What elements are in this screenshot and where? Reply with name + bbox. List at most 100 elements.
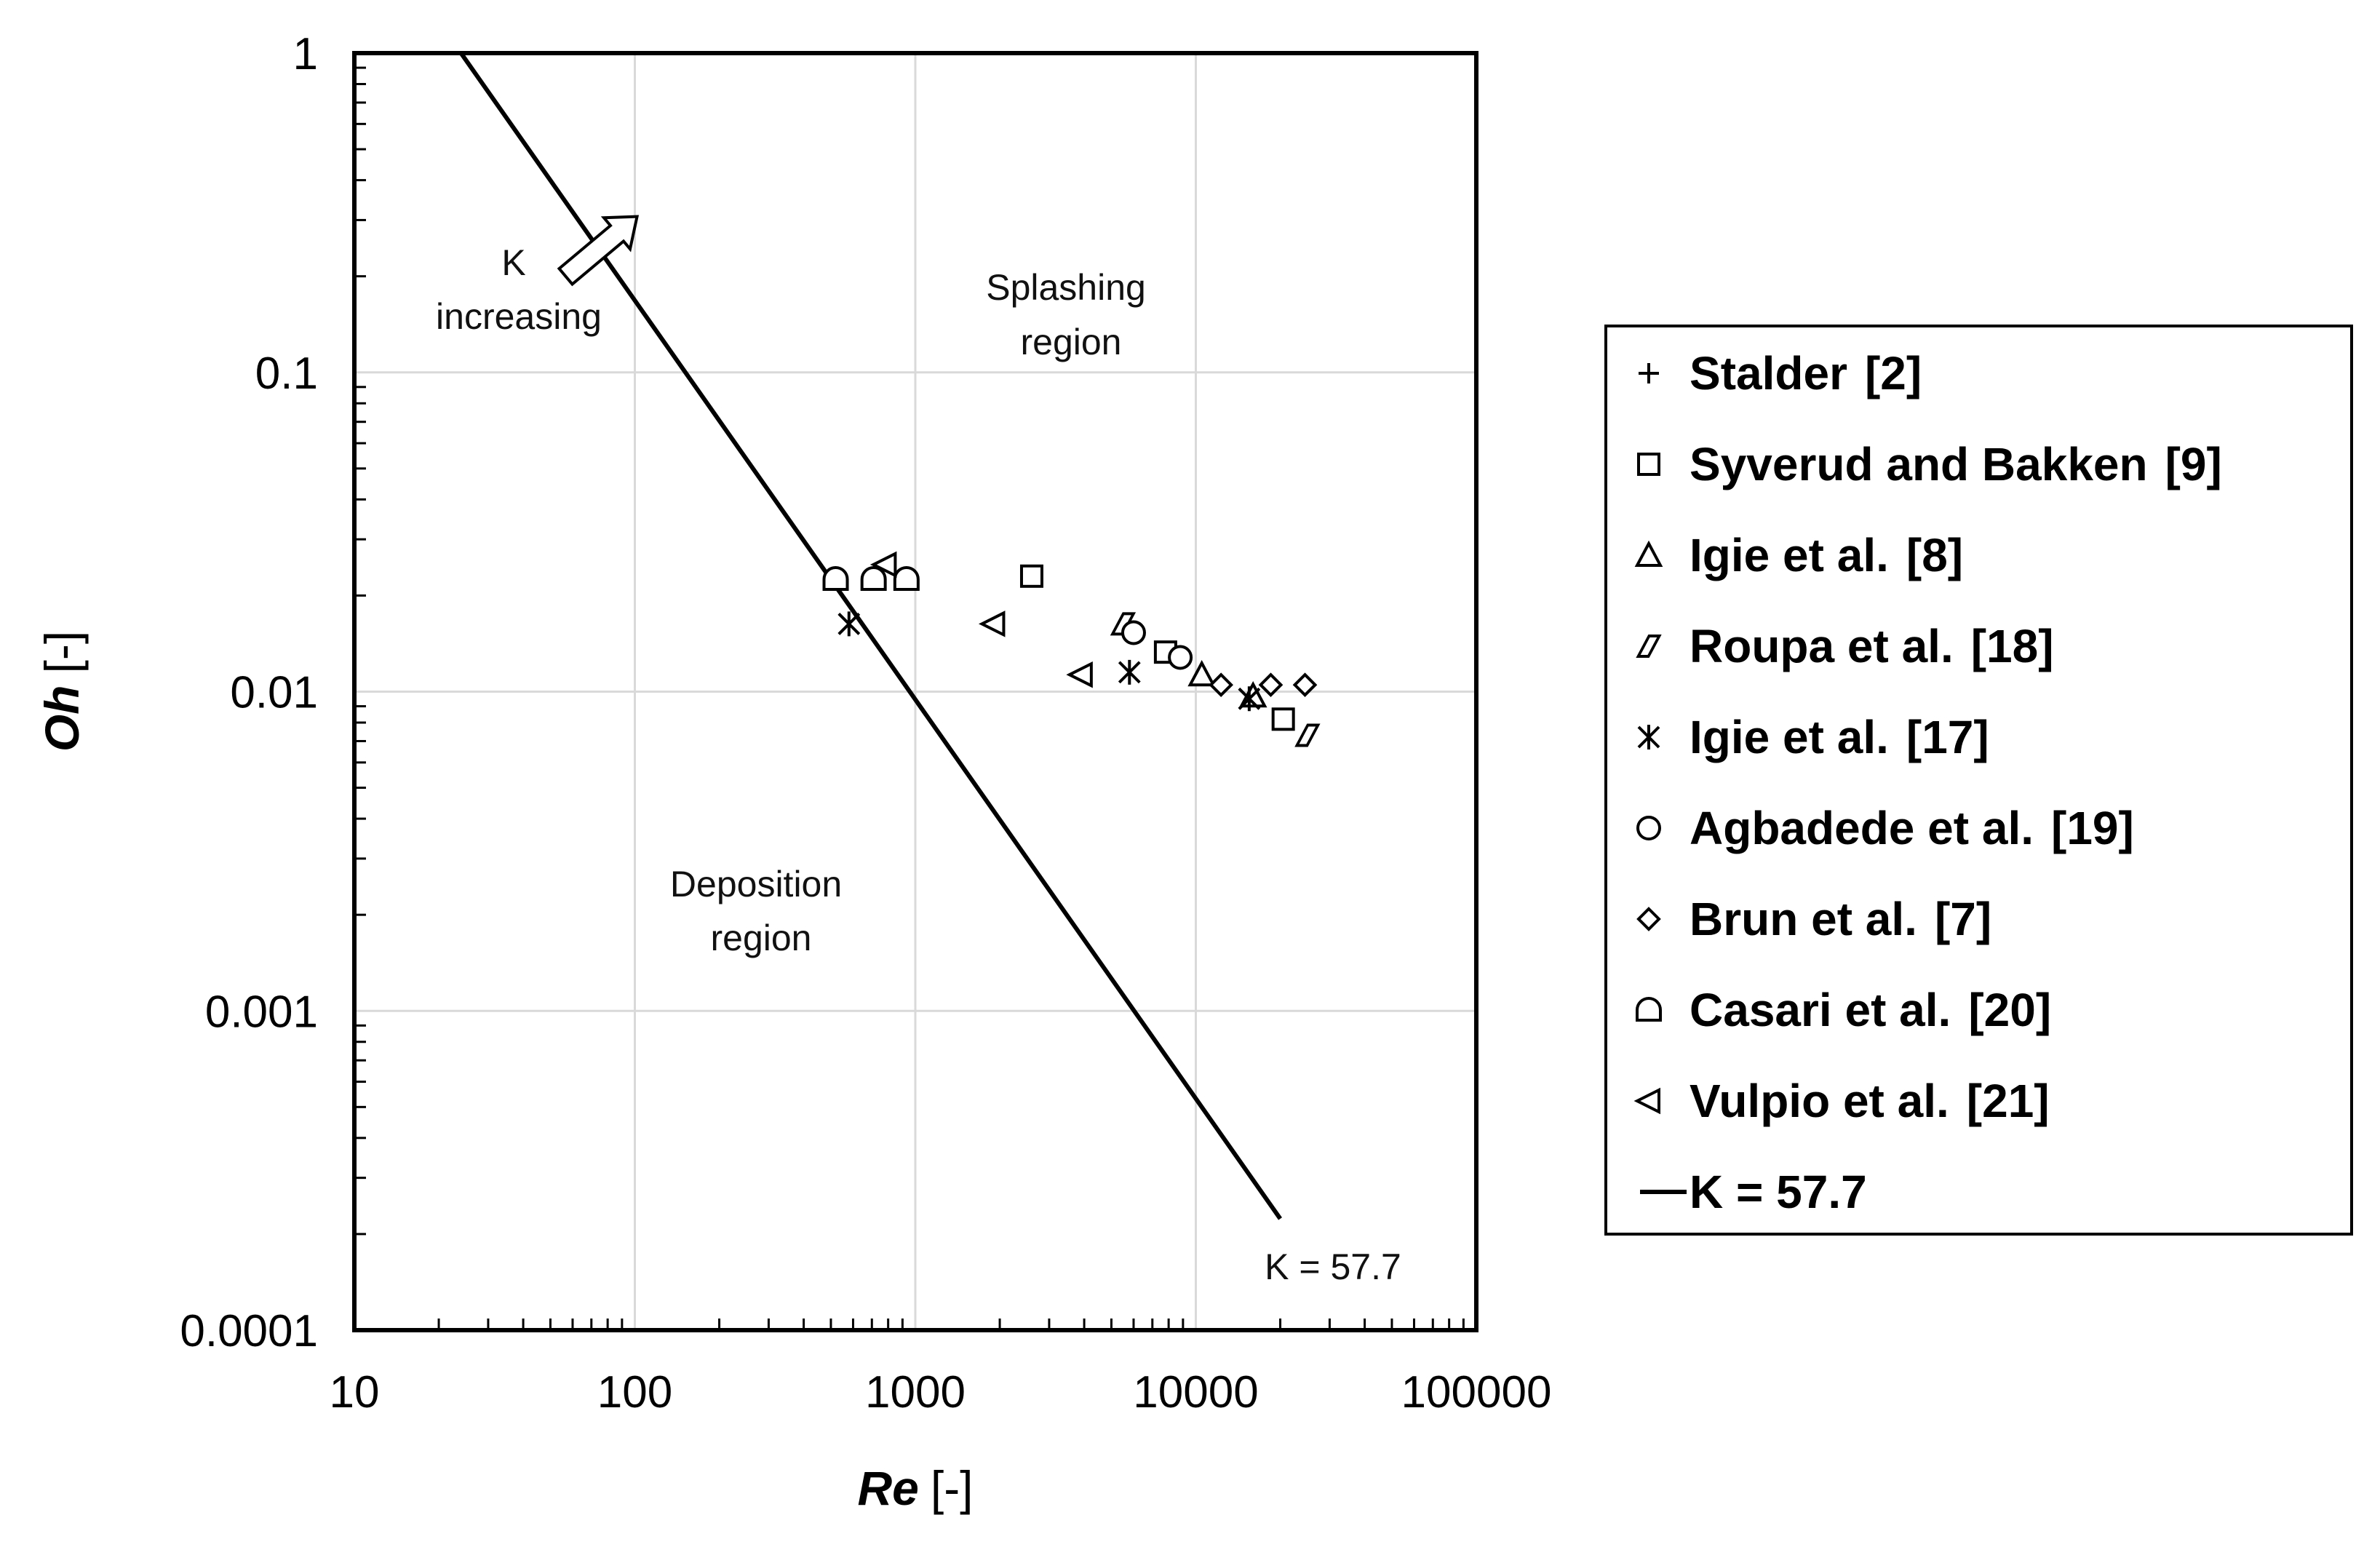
legend-series-ref: [2]: [1865, 347, 1922, 399]
legend-label: Stalder [2]: [1690, 347, 1922, 399]
legend-marker-circle-icon: [1636, 816, 1661, 840]
x-tick-label: 10: [330, 1367, 380, 1417]
legend-item: Roupa et al. [18]: [1636, 620, 2054, 672]
legend-label: Roupa et al. [18]: [1690, 620, 2054, 672]
legend-series-name: Agbadede et al.: [1690, 802, 2034, 854]
legend-series-ref: [9]: [2165, 438, 2222, 490]
legend-label: Igie et al. [8]: [1690, 529, 1963, 581]
deposition-line1: Deposition: [670, 864, 842, 904]
legend-series-ref: [8]: [1906, 529, 1963, 581]
legend-label: K = 57.7: [1690, 1166, 1867, 1218]
legend-marker-triangle-icon: [1634, 540, 1663, 567]
data-point-parallelogram: [1110, 612, 1137, 636]
threshold-line-label: K = 57.7: [1265, 1246, 1401, 1287]
splashing-region-label: Splashing region: [986, 267, 1156, 362]
x-tick-label: 100: [597, 1367, 672, 1417]
threshold-line: [459, 52, 1283, 1220]
y-tick-label: 0.0001: [180, 1306, 318, 1356]
y-axis-title: Oh [-]: [35, 631, 89, 752]
data-point-dome: [860, 565, 887, 591]
y-tick-label: 0.001: [205, 987, 318, 1037]
legend-series-name: Roupa et al.: [1690, 620, 1954, 672]
plot-frame: [352, 51, 1478, 1332]
data-point-square: [1019, 564, 1043, 588]
y-tick-labels: 0.0001 0.001 0.01 0.1 1: [180, 29, 318, 1356]
legend-series-ref: [20]: [1968, 984, 2051, 1036]
legend-item: Igie et al. [17]: [1637, 711, 1989, 763]
x-tick-labels: 10 100 1000 10000 100000: [330, 1367, 1552, 1417]
data-point-diamond: [1209, 672, 1233, 698]
k-increasing-label: K increasing: [436, 242, 602, 337]
legend-item: Casari et al. [20]: [1636, 984, 2051, 1036]
legend-marker-plus-icon: [1639, 363, 1659, 383]
legend-item: Agbadede et al. [19]: [1636, 802, 2134, 854]
data-point-diamond: [1292, 672, 1318, 698]
legend-item: Syverud and Bakken [9]: [1637, 438, 2222, 490]
legend-marker-dome-icon: [1636, 997, 1662, 1022]
legend: Stalder [2] Syverud and Bakken [9] Igie et a…: [1633, 347, 2222, 1218]
legend-series-name: Casari et al.: [1690, 984, 1951, 1036]
x-axis-title: Re [-]: [857, 1461, 973, 1515]
k-increasing-arrow-icon: [557, 215, 640, 287]
legend-series-name: Igie et al.: [1690, 711, 1889, 763]
legend-label: Agbadede et al. [19]: [1690, 802, 2134, 854]
legend-marker-asterisk-icon: [1637, 725, 1660, 749]
data-point-dome: [822, 565, 849, 591]
splashing-line2: region: [1021, 322, 1122, 362]
x-tick-label: 10000: [1133, 1367, 1258, 1417]
y-tick-label: 0.01: [230, 668, 318, 718]
legend-label: Brun et al. [7]: [1690, 893, 1991, 945]
x-tick-label: 100000: [1401, 1367, 1552, 1417]
y-axis-symbol: Oh: [35, 685, 89, 752]
deposition-region-label: Deposition region: [670, 864, 852, 958]
y-tick-label: 1: [293, 29, 318, 79]
legend-series-name: Vulpio et al.: [1690, 1075, 1949, 1127]
data-point-left-triangle: [1066, 661, 1093, 688]
legend-item: Stalder [2]: [1639, 347, 1922, 399]
legend-series-name: Brun et al.: [1690, 893, 1917, 945]
data-point-triangle: [1187, 659, 1217, 687]
k-increasing-line2: increasing: [436, 296, 602, 337]
y-tick-label: 0.1: [255, 349, 318, 399]
data-point-diamond: [1258, 672, 1283, 698]
data-points: [822, 551, 1321, 747]
legend-item: Brun et al. [7]: [1636, 893, 1991, 945]
legend-item: Igie et al. [8]: [1634, 529, 1963, 581]
data-point-left-triangle: [978, 611, 1006, 637]
legend-label: Vulpio et al. [21]: [1690, 1075, 2050, 1127]
legend-series-ref: [7]: [1935, 893, 1991, 945]
legend-marker-parallelogram-icon: [1636, 635, 1662, 658]
legend-label: Igie et al. [17]: [1690, 711, 1989, 763]
data-point-asterisk: [1118, 659, 1141, 685]
legend-series-ref: [18]: [1971, 620, 2054, 672]
legend-marker-diamond-icon: [1636, 907, 1661, 931]
deposition-line2: region: [711, 918, 812, 958]
data-point-circle: [1168, 645, 1193, 670]
legend-series-name: Syverud and Bakken: [1690, 438, 2148, 490]
legend-series-name: K = 57.7: [1690, 1166, 1867, 1218]
x-axis-unit: [-]: [931, 1461, 974, 1515]
legend-series-ref: [17]: [1906, 711, 1989, 763]
data-point-parallelogram: [1294, 723, 1321, 747]
legend-box: [1604, 325, 2353, 1236]
data-point-square: [1271, 707, 1295, 731]
legend-series-ref: [19]: [2051, 802, 2134, 854]
legend-marker-left-triangle-icon: [1633, 1087, 1660, 1115]
x-axis-symbol: Re: [857, 1461, 918, 1515]
legend-series-name: Stalder: [1690, 347, 1847, 399]
threshold-line-layer: [459, 52, 1283, 1220]
legend-series-name: Igie et al.: [1690, 529, 1889, 581]
data-point-asterisk: [1238, 686, 1261, 712]
splashing-line1: Splashing: [986, 267, 1146, 308]
data-point-left-triangle: [869, 551, 897, 578]
x-tick-label: 1000: [865, 1367, 966, 1417]
legend-marker-square-icon: [1637, 453, 1660, 476]
data-point-asterisk: [837, 611, 861, 637]
legend-item: Vulpio et al. [21]: [1633, 1075, 2050, 1127]
data-point-dome: [893, 565, 920, 591]
y-axis-unit: [-]: [35, 631, 89, 674]
legend-label: Syverud and Bakken [9]: [1690, 438, 2222, 490]
legend-label: Casari et al. [20]: [1690, 984, 2051, 1036]
legend-series-ref: [21]: [1967, 1075, 2050, 1127]
